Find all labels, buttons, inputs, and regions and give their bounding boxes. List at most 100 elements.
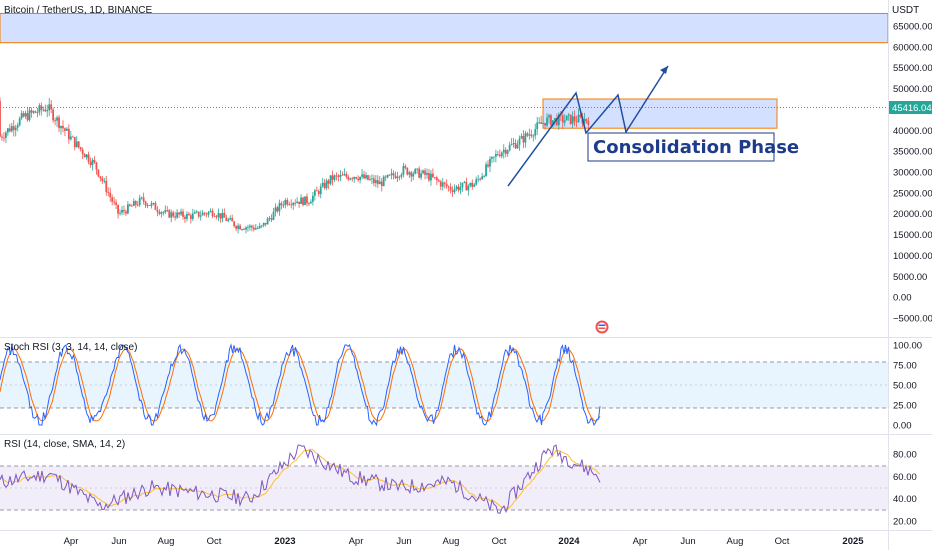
candle-body: [123, 209, 125, 212]
candle-body: [311, 195, 314, 202]
candle-body: [254, 228, 257, 230]
candle-body: [184, 216, 186, 219]
candle-body: [534, 129, 537, 136]
candle-body: [463, 181, 466, 183]
candle-body: [522, 135, 525, 143]
candle-body: [308, 203, 310, 204]
candle-body: [583, 118, 586, 124]
symbol-title: Bitcoin / TetherUS, 1D, BINANCE: [4, 5, 153, 16]
candle-body: [158, 211, 161, 214]
candle-body: [160, 212, 163, 214]
candle-body: [428, 172, 430, 181]
candle-body: [563, 120, 566, 123]
candle-body: [3, 137, 5, 139]
price-tick: 25000.00: [893, 188, 932, 199]
time-axis[interactable]: 2022AprJunAugOct2023AprJunAugOct2024AprJ…: [0, 536, 865, 547]
candle-body: [367, 175, 369, 180]
candle-body: [270, 218, 273, 220]
consolidation-annotation[interactable]: Consolidation Phase: [587, 132, 799, 162]
candle-body: [371, 178, 373, 180]
last-price-bg: [888, 101, 932, 114]
candle-body: [266, 218, 269, 225]
candle-body: [83, 154, 86, 158]
flag-icon[interactable]: [595, 320, 609, 334]
candle-body: [8, 128, 11, 132]
candle-body: [449, 187, 452, 191]
stoch-d-line: [0, 348, 601, 422]
candle-body: [414, 169, 417, 174]
candle-body: [372, 178, 375, 184]
rsi-axis: 80.00 60.00 40.00 20.00: [893, 450, 917, 528]
candle-body: [341, 174, 344, 176]
candle-body: [12, 126, 15, 131]
candle-body: [573, 116, 576, 122]
price-tick: 5000.00: [893, 272, 927, 283]
candle-body: [357, 178, 360, 181]
candle-body: [97, 169, 100, 177]
time-tick: 2023: [274, 536, 295, 547]
price-axis[interactable]: 65000.0060000.0055000.0050000.0045000.00…: [893, 22, 932, 325]
candle-body: [569, 114, 572, 124]
candle-body: [36, 112, 39, 114]
candle-body: [386, 174, 389, 178]
candle-body: [26, 113, 29, 121]
candle-body: [323, 182, 326, 189]
candle-body: [335, 175, 338, 177]
candle-body: [557, 114, 560, 126]
candle-body: [530, 134, 533, 136]
candle-body: [69, 136, 72, 140]
candle-body: [284, 199, 287, 205]
candle-body: [180, 211, 182, 215]
candle-body: [182, 211, 184, 217]
candle-body: [512, 143, 515, 144]
candle-body: [67, 128, 70, 140]
candle-body: [168, 210, 171, 218]
candle-body: [526, 133, 529, 136]
candle-body: [298, 201, 301, 204]
candle-body: [491, 156, 493, 159]
candle-body: [457, 186, 460, 191]
candle-body: [559, 114, 562, 116]
candle-body: [579, 114, 582, 117]
time-tick: 2024: [558, 536, 580, 547]
candle-body: [282, 204, 285, 206]
candle-body: [93, 159, 96, 163]
candle-body: [235, 226, 238, 229]
candle-body: [85, 154, 88, 158]
candle-body: [292, 202, 295, 206]
candle-body: [213, 215, 216, 217]
candle-body: [475, 179, 478, 185]
candle-body: [44, 109, 47, 112]
candle-body: [363, 174, 365, 179]
candle-body: [209, 210, 212, 212]
candle-body: [585, 118, 588, 121]
candle-body: [28, 110, 31, 121]
candle-body: [30, 110, 33, 113]
candle-body: [115, 202, 117, 205]
candle-body: [422, 170, 424, 174]
candle-body: [390, 173, 393, 175]
candle-body: [5, 132, 7, 138]
candle-body: [445, 183, 448, 187]
candle-body: [170, 212, 173, 218]
candle-body: [382, 176, 385, 187]
candle-body: [469, 182, 472, 186]
candle-body: [24, 113, 27, 117]
candle-body: [441, 182, 444, 187]
candle-body: [188, 213, 190, 216]
candle-body: [191, 213, 194, 219]
candle-body: [500, 152, 503, 157]
time-tick: Jun: [111, 536, 126, 547]
currency-label: USDT: [892, 5, 919, 16]
candle-body: [489, 158, 491, 167]
time-tick: Oct: [775, 536, 790, 547]
candle-body: [447, 186, 450, 188]
candle-body: [432, 173, 434, 178]
rsi-tick: 80.00: [893, 450, 917, 461]
candle-body: [453, 188, 456, 192]
candle-body: [540, 122, 543, 124]
candle-body: [380, 181, 383, 187]
candle-body: [374, 180, 377, 184]
candle-body: [60, 125, 62, 129]
